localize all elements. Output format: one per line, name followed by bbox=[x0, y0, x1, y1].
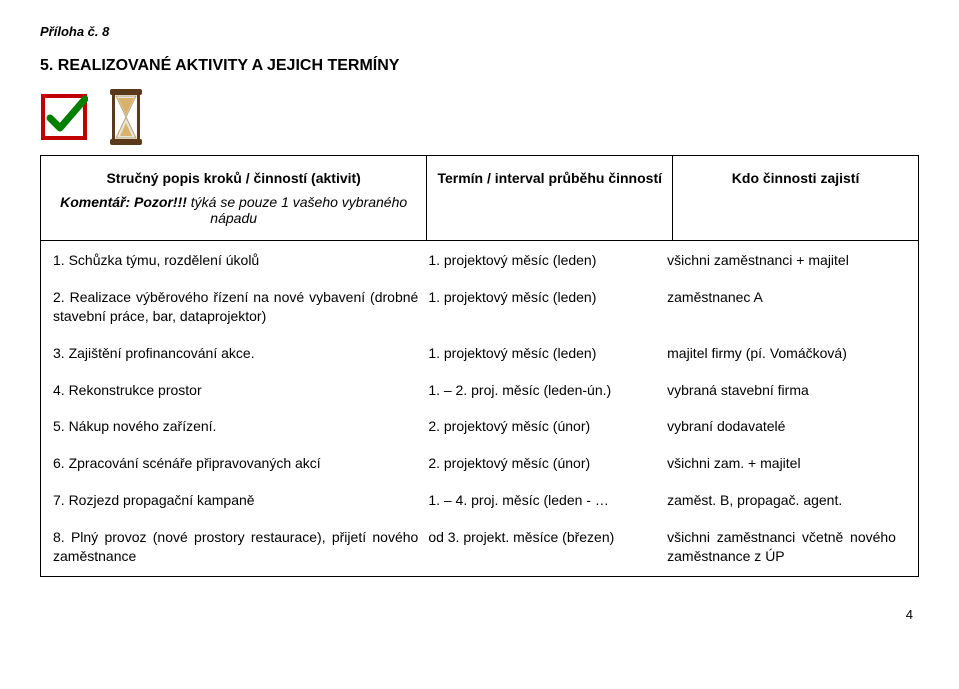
col1-subtitle: Komentář: Pozor!!! týká se pouze 1 vašeh… bbox=[51, 194, 416, 226]
activity-who: vybraná stavební firma bbox=[667, 381, 906, 400]
page-number: 4 bbox=[40, 607, 919, 622]
table-body-row: 1. Schůzka týmu, rozdělení úkolů 1. proj… bbox=[41, 241, 919, 577]
activity-desc: 5. Nákup nového zařízení. bbox=[53, 417, 428, 436]
activity-term: 1. – 4. proj. měsíc (leden - … bbox=[428, 491, 667, 510]
activity-who: vybraní dodavatelé bbox=[667, 417, 906, 436]
activity-who: všichni zaměstnanci včetně nového zaměst… bbox=[667, 528, 906, 566]
table-row: 3. Zajištění profinancování akce. 1. pro… bbox=[53, 344, 906, 363]
col1-header: Stručný popis kroků / činností (aktivit)… bbox=[41, 156, 427, 241]
attachment-label: Příloha č. 8 bbox=[40, 24, 109, 39]
activity-term: 2. projektový měsíc (únor) bbox=[428, 417, 667, 436]
activity-desc: 6. Zpracování scénáře připravovaných akc… bbox=[53, 454, 428, 473]
activity-term: od 3. projekt. měsíce (březen) bbox=[428, 528, 667, 566]
col1-sub-prefix: Komentář: Pozor!!! bbox=[60, 194, 187, 210]
activity-term: 1. projektový měsíc (leden) bbox=[428, 288, 667, 326]
table-row: 7. Rozjezd propagační kampaně 1. – 4. pr… bbox=[53, 491, 906, 510]
icons-row bbox=[40, 89, 919, 145]
table-body-cell: 1. Schůzka týmu, rozdělení úkolů 1. proj… bbox=[41, 241, 919, 577]
activity-who: zaměst. B, propagač. agent. bbox=[667, 491, 906, 510]
table-row: 2. Realizace výběrového řízení na nové v… bbox=[53, 288, 906, 326]
activity-term: 2. projektový měsíc (únor) bbox=[428, 454, 667, 473]
checkbox-checked-icon bbox=[40, 93, 88, 141]
activity-who: majitel firmy (pí. Vomáčková) bbox=[667, 344, 906, 363]
activity-who: všichni zam. + majitel bbox=[667, 454, 906, 473]
activity-desc: 8. Plný provoz (nové prostory restaurace… bbox=[53, 528, 428, 566]
activity-who: zaměstnanec A bbox=[667, 288, 906, 326]
col3-header: Kdo činnosti zajistí bbox=[673, 156, 919, 241]
col1-title: Stručný popis kroků / činností (aktivit) bbox=[106, 170, 360, 186]
table-row: 4. Rekonstrukce prostor 1. – 2. proj. mě… bbox=[53, 381, 906, 400]
col2-header: Termín / interval průběhu činností bbox=[427, 156, 673, 241]
activity-desc: 1. Schůzka týmu, rozdělení úkolů bbox=[53, 251, 428, 270]
table-row: 5. Nákup nového zařízení. 2. projektový … bbox=[53, 417, 906, 436]
activity-term: 1. projektový měsíc (leden) bbox=[428, 251, 667, 270]
hourglass-icon bbox=[106, 89, 146, 145]
activity-desc: 2. Realizace výběrového řízení na nové v… bbox=[53, 288, 428, 326]
col1-sub-rest: týká se pouze 1 vašeho vybraného nápadu bbox=[187, 194, 407, 226]
activity-desc: 4. Rekonstrukce prostor bbox=[53, 381, 428, 400]
table-row: 6. Zpracování scénáře připravovaných akc… bbox=[53, 454, 906, 473]
table-header-row: Stručný popis kroků / činností (aktivit)… bbox=[41, 156, 919, 241]
section-heading: 5. REALIZOVANÉ AKTIVITY A JEJICH TERMÍNY bbox=[40, 57, 919, 75]
table-row: 1. Schůzka týmu, rozdělení úkolů 1. proj… bbox=[53, 251, 906, 270]
activity-term: 1. – 2. proj. měsíc (leden-ún.) bbox=[428, 381, 667, 400]
activity-term: 1. projektový měsíc (leden) bbox=[428, 344, 667, 363]
table-row: 8. Plný provoz (nové prostory restaurace… bbox=[53, 528, 906, 566]
activity-who: všichni zaměstnanci + majitel bbox=[667, 251, 906, 270]
activity-desc: 7. Rozjezd propagační kampaně bbox=[53, 491, 428, 510]
activity-desc: 3. Zajištění profinancování akce. bbox=[53, 344, 428, 363]
activities-table: Stručný popis kroků / činností (aktivit)… bbox=[40, 155, 919, 577]
